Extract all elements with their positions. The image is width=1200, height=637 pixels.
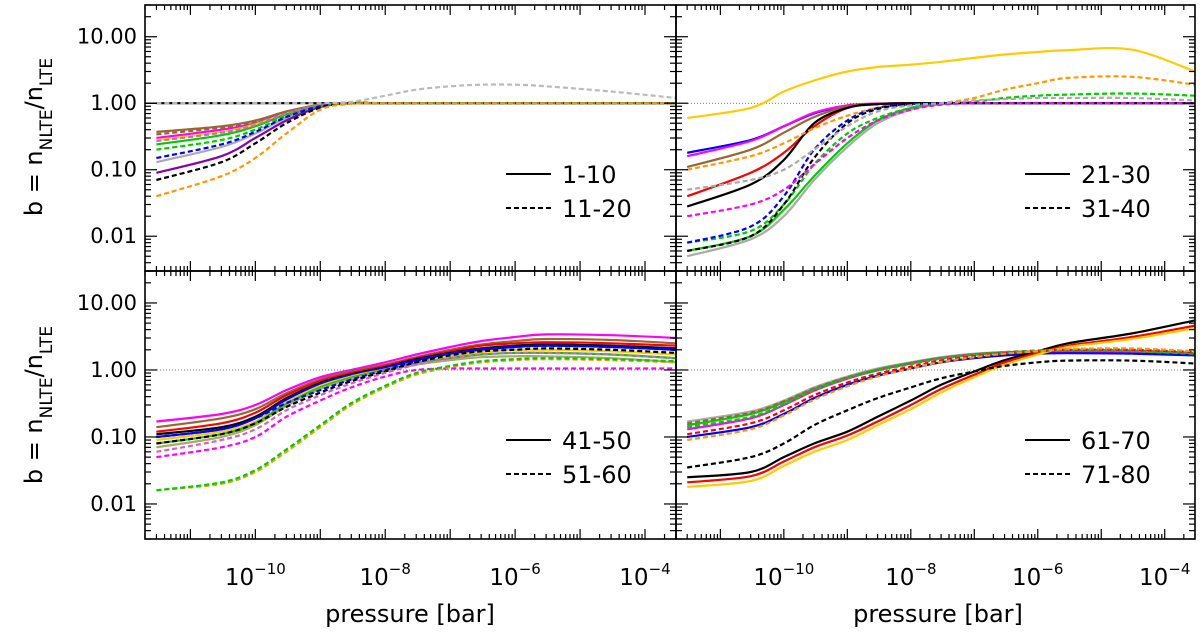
panel-frame-bottom-left	[144, 270, 677, 540]
series-line-top-right-9	[686, 92, 1195, 244]
y-axis-title-top-prefix: b = n	[20, 150, 48, 216]
x-tick-label-bottom-right-3: 10−4	[1139, 560, 1190, 591]
x-tick-label-bottom-right-2: 10−6	[1012, 560, 1063, 591]
series-line-top-right-13	[687, 96, 1195, 191]
series-line-bottom-right-2	[687, 350, 1195, 431]
series-group-bottom-right	[687, 319, 1195, 488]
ticks-top-left	[144, 4, 676, 272]
x-tick-label-bottom-left-3: 10−4	[619, 560, 670, 591]
x-axis-title-right: pressure [bar]	[853, 600, 1023, 628]
series-line-top-left-9	[156, 101, 676, 151]
series-group-bottom-left	[156, 333, 676, 492]
y-tick-label-top-left-0: 10.00	[77, 25, 137, 49]
legend-label-solid-bottom-left: 41-50	[562, 427, 632, 455]
series-group-top-left	[156, 83, 676, 198]
x-tick-label-bottom-right-1: 10−8	[885, 560, 936, 591]
panel-top-right: 21-30 31-40	[675, 4, 1196, 272]
series-line-top-right-12	[687, 102, 1195, 218]
series-line-top-left-12	[156, 102, 676, 198]
series-line-bottom-left-9	[156, 347, 676, 445]
legend-label-solid-bottom-right: 61-70	[1081, 427, 1151, 455]
series-line-bottom-left-0	[156, 333, 676, 423]
legend-bottom-right: 61-70 71-80	[1025, 427, 1151, 489]
y-axis-title-bottom-prefix: b = n	[20, 418, 48, 484]
panel-bottom-left: 41-50 51-60	[144, 270, 677, 540]
panels-group: 1-10 11-20 21-30 31-40 41-50 51-60 61-70 71-80	[144, 4, 1196, 540]
y-axis-title-bottom-mid: /n	[20, 354, 48, 377]
y-axis-title-top-mid: /n	[20, 86, 48, 109]
legend-top-right: 21-30 31-40	[1025, 161, 1151, 223]
legend-label-solid-top-left: 1-10	[562, 161, 616, 189]
series-line-top-left-3	[156, 101, 676, 142]
y-tick-label-top-left-1: 1.00	[90, 91, 137, 115]
ticks-top-right	[675, 4, 1195, 272]
series-line-bottom-right-4	[687, 319, 1195, 479]
x-tick-label-bottom-left-0: 10−10	[225, 560, 286, 591]
y-tick-labels: 10.00 1.00 0.10 0.01 10.00 1.00 0.10 0.01	[77, 25, 137, 516]
series-line-top-right-2	[686, 102, 1195, 158]
y-axis-title-bottom-sub2: LTE	[37, 326, 57, 354]
series-line-bottom-left-12	[156, 358, 676, 492]
y-axis-title-top: b = nNLTE/nLTE	[20, 58, 57, 216]
y-axis-title-top-sub1: NLTE	[37, 109, 57, 150]
series-line-bottom-right-10	[687, 347, 1195, 442]
series-line-top-left-8	[156, 101, 676, 143]
series-line-bottom-left-1	[156, 337, 676, 429]
panel-top-left: 1-10 11-20	[144, 4, 677, 272]
legend-label-solid-top-right: 21-30	[1081, 161, 1151, 189]
series-line-bottom-left-13	[156, 357, 676, 492]
y-tick-label-bottom-left-0: 10.00	[77, 291, 137, 315]
series-line-top-right-11	[686, 102, 1195, 253]
series-line-bottom-right-5	[687, 324, 1195, 484]
series-line-top-right-5	[686, 102, 1195, 208]
series-line-bottom-right-3	[687, 352, 1195, 439]
legend-label-dashed-bottom-left: 51-60	[562, 461, 632, 489]
legend-label-dashed-bottom-right: 71-80	[1081, 461, 1151, 489]
legend-label-dashed-top-right: 31-40	[1081, 195, 1151, 223]
x-tick-labels: 10−10 10−8 10−6 10−4 10−10 10−8 10−6 10−4	[225, 560, 1191, 591]
y-axis-title-bottom-sub1: NLTE	[37, 377, 57, 418]
legend-label-dashed-top-left: 11-20	[562, 195, 632, 223]
panel-bottom-right: 61-70 71-80	[675, 270, 1196, 540]
y-tick-label-bottom-left-3: 0.01	[90, 492, 137, 516]
ticks-bottom-left	[144, 270, 676, 540]
y-axis-title-bottom: b = nNLTE/nLTE	[20, 326, 57, 484]
legend-top-left: 1-10 11-20	[506, 161, 632, 223]
y-tick-label-top-left-2: 0.10	[90, 158, 137, 182]
x-axis-title-left: pressure [bar]	[325, 600, 495, 628]
series-line-bottom-right-6	[687, 327, 1195, 488]
y-axis-title-top-sub2: LTE	[37, 58, 57, 86]
series-group-top-right	[686, 46, 1195, 258]
panel-frame-bottom-right	[675, 270, 1196, 540]
series-line-top-left-13	[156, 83, 676, 105]
panel-frame-top-left	[144, 4, 677, 272]
series-line-top-right-8	[686, 75, 1195, 171]
x-tick-label-bottom-right-0: 10−10	[753, 560, 814, 591]
series-line-bottom-right-11	[687, 359, 1195, 469]
series-line-bottom-left-8	[156, 344, 676, 439]
y-tick-label-top-left-3: 0.01	[90, 224, 137, 248]
series-line-top-right-0	[687, 46, 1195, 120]
series-line-top-left-11	[156, 101, 676, 182]
y-tick-label-bottom-left-2: 0.10	[90, 425, 137, 449]
x-tick-label-bottom-left-1: 10−8	[360, 560, 411, 591]
legend-bottom-left: 41-50 51-60	[506, 427, 632, 489]
ticks-bottom-right	[675, 270, 1195, 540]
x-tick-label-bottom-left-2: 10−6	[489, 560, 540, 591]
series-line-bottom-right-9	[687, 348, 1195, 436]
y-tick-label-bottom-left-1: 1.00	[90, 358, 137, 382]
